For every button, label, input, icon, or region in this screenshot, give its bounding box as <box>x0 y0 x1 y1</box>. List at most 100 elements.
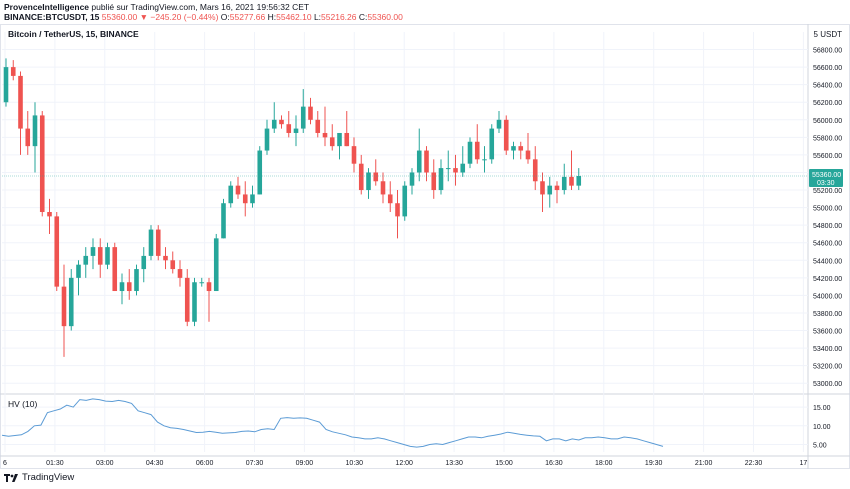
price-tick-label: 53200.00 <box>813 364 842 371</box>
candle-body <box>482 159 487 161</box>
candle-body <box>97 247 103 265</box>
candle-body <box>366 172 371 191</box>
price-tick-label: 54800.00 <box>813 223 842 230</box>
candle-body <box>250 194 255 204</box>
last-price-badge <box>809 169 843 187</box>
candle-body <box>134 269 139 292</box>
candle-body <box>380 181 386 195</box>
candle-body <box>344 132 350 147</box>
time-tick-label: 6 <box>3 460 7 467</box>
hv-line <box>1 398 664 448</box>
candle-body <box>424 150 429 173</box>
tradingview-brand[interactable]: TradingView <box>22 472 75 483</box>
candle-body <box>474 141 480 160</box>
candle-body <box>271 119 277 129</box>
close-label: C: <box>358 12 368 22</box>
time-tick-label: 21:00 <box>695 460 713 467</box>
candle-body <box>68 277 74 327</box>
high-label: H: <box>267 12 277 22</box>
candle-body <box>402 185 408 217</box>
candle-body <box>300 106 306 129</box>
candle-body <box>235 185 241 195</box>
price-tick-label: 54200.00 <box>813 276 842 283</box>
candle-body <box>503 119 509 151</box>
price-tick-label: 56000.00 <box>813 118 842 125</box>
time-tick-label: 01:30 <box>46 460 64 467</box>
candle-body <box>286 124 292 133</box>
chart-container[interactable]: 53000.00 53200.00 53400.00 53600.00 53800.00… <box>0 24 850 469</box>
time-tick-label: 07:30 <box>246 460 264 467</box>
candle-body <box>561 176 567 191</box>
candle-body <box>438 168 444 191</box>
hv-tick-label: 15.00 <box>813 405 831 412</box>
chart-svg[interactable]: 53000.00 53200.00 53400.00 53600.00 53800.00… <box>0 24 850 469</box>
time-tick-label: 17 <box>800 460 808 467</box>
price-tick-label: 53800.00 <box>813 311 842 318</box>
candle-body <box>293 128 299 133</box>
candle-body <box>192 282 197 322</box>
footer: TradingView <box>4 472 74 483</box>
candle-body <box>126 282 132 292</box>
candle-body <box>315 119 321 133</box>
candle-body <box>76 264 81 278</box>
hv-title: HV (10) <box>8 399 37 409</box>
countdown-label: 03:30 <box>817 180 835 187</box>
time-tick-label: 15:00 <box>495 460 513 467</box>
time-tick-label: 03:00 <box>96 460 114 467</box>
publish-date: publié sur TradingView.com, Mars 16, 202… <box>89 2 310 12</box>
candle-body <box>119 282 125 292</box>
currency-label: 5 USDT <box>814 30 843 39</box>
time-tick-label: 16:30 <box>545 460 563 467</box>
price-tick-label: 56200.00 <box>813 100 842 107</box>
candle-body <box>47 212 52 217</box>
price-tick-label: 55000.00 <box>813 206 842 213</box>
hv-layer <box>1 398 664 448</box>
candle-body <box>10 67 16 76</box>
candle-body <box>373 172 379 182</box>
price-tick-label: 56800.00 <box>813 48 842 55</box>
chart-title: Bitcoin / TetherUS, 15, BINANCE <box>8 29 139 39</box>
candle-body <box>547 185 553 195</box>
open-label: O: <box>220 12 230 22</box>
candle-body <box>322 132 328 138</box>
hv-tick-label: 10.00 <box>813 424 831 431</box>
candle-body <box>206 282 212 292</box>
candle-body <box>409 172 415 186</box>
candle-body <box>308 106 313 120</box>
price-tick-label: 56400.00 <box>813 83 842 90</box>
candle-body <box>576 176 582 186</box>
price-change: 55360.00 ▼ −245.20 (−0.44%) <box>101 12 219 22</box>
candle-body <box>170 260 176 270</box>
time-tick-label: 18:00 <box>595 460 613 467</box>
candle-body <box>61 286 67 327</box>
price-tick-label: 53000.00 <box>813 381 842 388</box>
low-label: L: <box>313 12 322 22</box>
tradingview-logo-icon <box>4 473 18 482</box>
time-tick-label: 10:30 <box>346 460 364 467</box>
candle-body <box>532 159 538 182</box>
time-tick-label: 19:30 <box>645 460 663 467</box>
candle-body <box>453 168 458 173</box>
price-tick-label: 55200.00 <box>813 188 842 195</box>
candle-body <box>54 216 60 287</box>
price-tick-label: 56600.00 <box>813 65 842 72</box>
candle-body <box>242 194 248 204</box>
candle-body <box>18 75 23 129</box>
time-tick-label: 13:30 <box>445 460 463 467</box>
candle-body <box>496 119 502 129</box>
candle-body <box>569 176 574 186</box>
candle-body <box>105 247 110 265</box>
price-tick-label: 53400.00 <box>813 346 842 353</box>
author-name[interactable]: ProvenceIntelligence <box>4 2 90 12</box>
candle-body <box>83 255 89 265</box>
price-tick-label: 55800.00 <box>813 135 842 142</box>
candle-body <box>155 229 161 256</box>
candle-body <box>489 128 495 160</box>
publish-info: ProvenceIntelligence publié sur TradingV… <box>4 2 403 12</box>
time-tick-label: 12:00 <box>395 460 413 467</box>
candle-body <box>518 146 524 151</box>
time-tick-label: 04:30 <box>146 460 164 467</box>
hv-tick-label: 5.00 <box>813 443 827 450</box>
low-value: 55216.26 <box>321 12 357 22</box>
candle-body <box>431 172 437 191</box>
